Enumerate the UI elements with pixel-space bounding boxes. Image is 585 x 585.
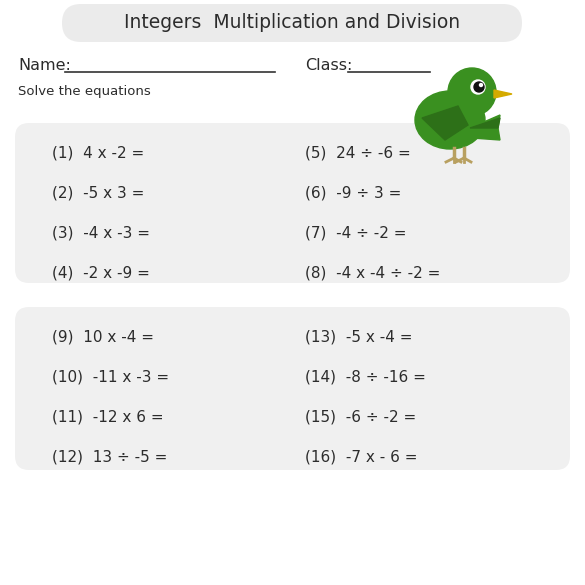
Text: (16)  -7 x - 6 =: (16) -7 x - 6 = <box>305 449 418 464</box>
Text: (11)  -12 x 6 =: (11) -12 x 6 = <box>52 410 164 425</box>
Polygon shape <box>470 115 500 140</box>
Circle shape <box>448 68 496 116</box>
Text: (7)  -4 ÷ -2 =: (7) -4 ÷ -2 = <box>305 225 407 240</box>
FancyBboxPatch shape <box>62 4 522 42</box>
Text: (4)  -2 x -9 =: (4) -2 x -9 = <box>52 266 150 280</box>
Text: Name:: Name: <box>18 57 71 73</box>
Text: Solve the equations: Solve the equations <box>18 85 151 98</box>
Text: (5)  24 ÷ -6 =: (5) 24 ÷ -6 = <box>305 146 411 160</box>
Text: Class:: Class: <box>305 57 352 73</box>
Text: (12)  13 ÷ -5 =: (12) 13 ÷ -5 = <box>52 449 167 464</box>
Text: (14)  -8 ÷ -16 =: (14) -8 ÷ -16 = <box>305 370 426 384</box>
Circle shape <box>480 84 483 87</box>
FancyBboxPatch shape <box>15 307 570 470</box>
Text: (10)  -11 x -3 =: (10) -11 x -3 = <box>52 370 169 384</box>
Polygon shape <box>470 118 500 128</box>
Circle shape <box>474 82 484 92</box>
FancyBboxPatch shape <box>15 123 570 283</box>
Text: (9)  10 x -4 =: (9) 10 x -4 = <box>52 329 154 345</box>
Circle shape <box>471 80 485 94</box>
Text: (13)  -5 x -4 =: (13) -5 x -4 = <box>305 329 412 345</box>
Text: Integers  Multiplication and Division: Integers Multiplication and Division <box>124 12 460 32</box>
Text: (3)  -4 x -3 =: (3) -4 x -3 = <box>52 225 150 240</box>
Text: (8)  -4 x -4 ÷ -2 =: (8) -4 x -4 ÷ -2 = <box>305 266 441 280</box>
Polygon shape <box>494 90 512 98</box>
Text: (6)  -9 ÷ 3 =: (6) -9 ÷ 3 = <box>305 185 401 201</box>
Ellipse shape <box>415 91 485 149</box>
Text: (1)  4 x -2 =: (1) 4 x -2 = <box>52 146 144 160</box>
Polygon shape <box>422 106 468 140</box>
Text: (2)  -5 x 3 =: (2) -5 x 3 = <box>52 185 144 201</box>
Text: (15)  -6 ÷ -2 =: (15) -6 ÷ -2 = <box>305 410 417 425</box>
